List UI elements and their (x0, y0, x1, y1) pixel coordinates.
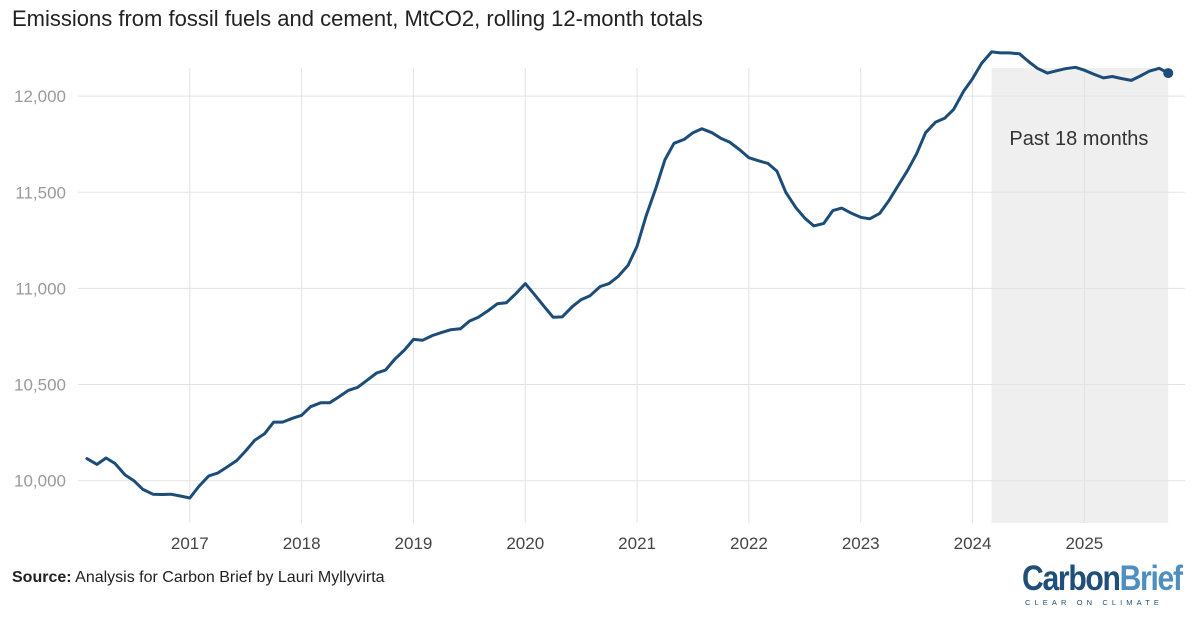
logo-carbon-text: Carbon (1022, 559, 1121, 598)
series-layer (85, 50, 1174, 500)
y-tick-label-11500: 11,500 (15, 183, 66, 202)
x-tick-label-2020: 2020 (506, 534, 544, 553)
carbon-brief-logo: CarbonBrief CLEAR ON CLIMATE (1022, 560, 1192, 610)
grid-layer (78, 68, 1185, 523)
x-tick-label-2022: 2022 (730, 534, 768, 553)
source-text: Analysis for Carbon Brief by Lauri Mylly… (71, 569, 385, 586)
y-axis-ticks: 10,000 10,500 11,000 11,500 12,000 (14, 87, 66, 491)
y-tick-label-11000: 11,000 (15, 279, 66, 298)
logo-wordmark: CarbonBrief (1022, 559, 1183, 598)
x-tick-label-2024: 2024 (954, 534, 992, 553)
x-axis-ticks: 2017 2018 2019 2020 2021 2022 2023 2024 2025 (171, 534, 1103, 553)
source-label: Source: (12, 569, 72, 586)
y-tick-label-12000: 12,000 (14, 87, 66, 106)
x-tick-label-2023: 2023 (842, 534, 880, 553)
logo-brief-text: Brief (1119, 559, 1183, 598)
source-note: Source: Analysis for Carbon Brief by Lau… (12, 569, 385, 587)
shade-layer (991, 68, 1169, 523)
x-tick-label-2025: 2025 (1065, 534, 1103, 553)
series-line-0 (85, 50, 1170, 500)
chart-title: Emissions from fossil fuels and cement, … (12, 6, 703, 31)
x-tick-label-2018: 2018 (283, 534, 321, 553)
annotation-layer: Past 18 months (1009, 128, 1148, 150)
x-tick-label-2019: 2019 (395, 534, 433, 553)
x-tick-label-2017: 2017 (171, 534, 209, 553)
series-end-point (1163, 68, 1174, 79)
y-tick-label-10000: 10,000 (14, 472, 66, 491)
y-tick-label-10500: 10,500 (14, 376, 66, 395)
x-tick-label-2021: 2021 (618, 534, 656, 553)
annotation-past-18-months: Past 18 months (1009, 128, 1148, 150)
logo-tagline: CLEAR ON CLIMATE (1025, 598, 1163, 607)
shaded-region-past-18-months (991, 68, 1169, 523)
